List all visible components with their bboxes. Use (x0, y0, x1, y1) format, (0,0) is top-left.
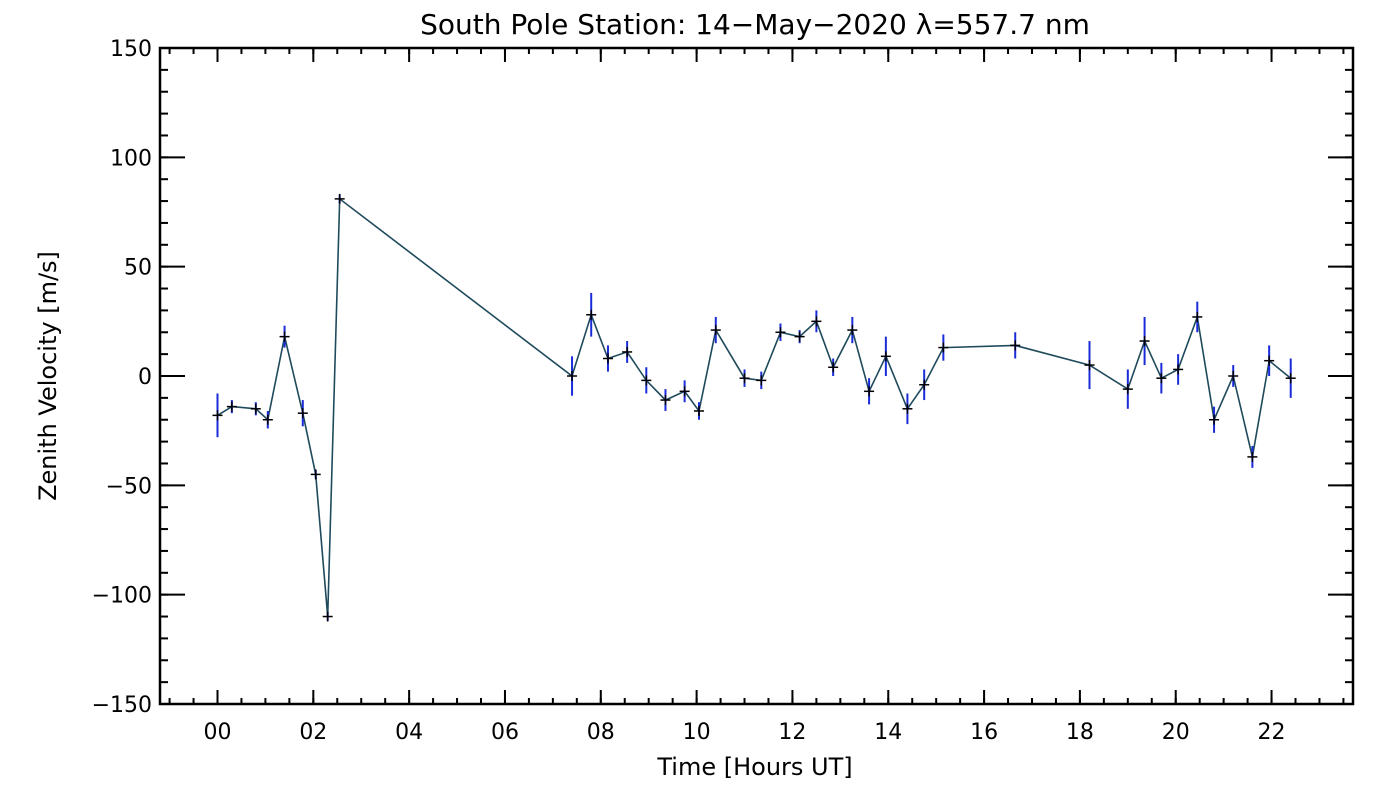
x-tick-label: 08 (587, 720, 615, 745)
y-tick-label: −50 (106, 474, 152, 499)
data-point (212, 410, 223, 421)
data-point (622, 346, 633, 357)
data-point (660, 395, 671, 406)
x-tick-label: 04 (395, 720, 423, 745)
data-point (1264, 355, 1275, 366)
data-point (250, 403, 261, 414)
data-point (297, 408, 308, 419)
x-tick-label: 16 (970, 720, 998, 745)
data-point (694, 405, 705, 416)
data-point (1156, 373, 1167, 384)
data-point (334, 193, 345, 204)
data-point (1285, 373, 1296, 384)
data-point (641, 375, 652, 386)
data-point (919, 379, 930, 390)
x-tick-label: 00 (203, 720, 231, 745)
minor-ticks (160, 47, 1353, 705)
data-point (1010, 340, 1021, 351)
x-tick-label: 20 (1162, 720, 1190, 745)
y-tick-label: 150 (110, 37, 152, 62)
y-tick-label: 50 (124, 256, 152, 281)
x-tick-label: 10 (683, 720, 711, 745)
major-ticks (160, 47, 1353, 705)
data-point (1122, 384, 1133, 395)
x-tick-label: 02 (299, 720, 327, 745)
y-tick-label: 100 (110, 146, 152, 171)
x-tick-label: 18 (1066, 720, 1094, 745)
data-point (739, 373, 750, 384)
y-tick-label: −100 (92, 584, 152, 609)
data-point (811, 316, 822, 327)
data-point (775, 327, 786, 338)
series-line-group (217, 197, 1292, 617)
data-point (1209, 414, 1220, 425)
x-tick-label: 22 (1258, 720, 1286, 745)
data-point (902, 403, 913, 414)
x-tick-label: 12 (778, 720, 806, 745)
data-point (1192, 311, 1203, 322)
data-point (880, 351, 891, 362)
data-point (322, 611, 333, 622)
data-markers (212, 193, 1296, 622)
data-point (828, 362, 839, 373)
data-point (279, 331, 290, 342)
series-line (217, 197, 1292, 617)
data-point (1173, 364, 1184, 375)
y-tick-label: 0 (138, 365, 152, 390)
y-axis-label: Zenith Velocity [m/s] (34, 251, 62, 501)
data-point (586, 309, 597, 320)
data-point (1247, 451, 1258, 462)
data-point (938, 342, 949, 353)
data-point (864, 386, 875, 397)
data-point (567, 371, 578, 381)
data-point (710, 325, 721, 336)
data-point (262, 414, 273, 425)
x-tick-label: 06 (491, 720, 519, 745)
data-point (226, 401, 237, 412)
plot-frame (158, 46, 1355, 706)
y-tick-label: −150 (92, 693, 152, 718)
data-point (1228, 371, 1239, 381)
tick-labels: 00 02 04 06 08 10 12 14 16 18 20 22 −150 −100 −50 0 50 10… (92, 37, 1286, 745)
data-point (756, 375, 767, 386)
data-point (310, 469, 321, 480)
data-point (1084, 360, 1095, 371)
data-point (847, 325, 858, 336)
data-point (794, 331, 805, 342)
error-bars (216, 194, 1292, 621)
x-axis-label: Time [Hours UT] (656, 753, 852, 781)
x-tick-label: 14 (874, 720, 902, 745)
chart-title: South Pole Station: 14−May−2020 λ=557.7 … (420, 8, 1090, 41)
data-point (679, 386, 690, 397)
data-point (1139, 336, 1150, 347)
data-point (602, 353, 613, 364)
